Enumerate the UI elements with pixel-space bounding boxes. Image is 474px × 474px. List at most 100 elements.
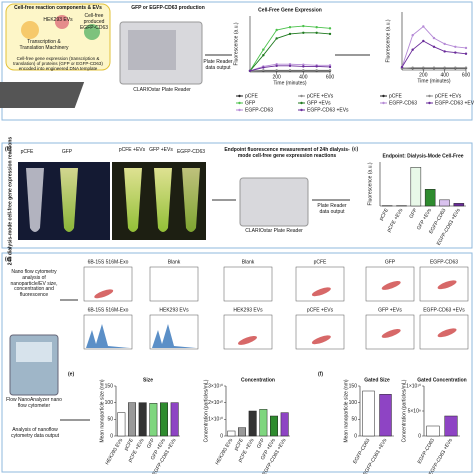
point [422, 66, 425, 69]
plot-title: pCFE [314, 259, 327, 265]
legend-label: pCFE [245, 93, 258, 99]
plot-frame [295, 266, 345, 302]
scatter-cloud [437, 328, 457, 338]
point [302, 24, 305, 28]
y-axis-label: Concentration (particles/mL) [401, 379, 407, 442]
point [248, 69, 252, 73]
x-tick-label: 600 [462, 72, 471, 78]
legend-label: EGFP-CD63 +EVs [435, 100, 474, 106]
y-tick-label: 50 [351, 417, 357, 423]
histogram-shape [152, 324, 196, 348]
panel-label: (e) [68, 371, 74, 377]
chart-title: Gated Size [364, 377, 390, 383]
text: Flow NanoAnalyzer nano flow cytometer [6, 397, 62, 409]
point [328, 65, 332, 69]
x-tick-label: pCFE [378, 207, 390, 222]
plate-reader-door [128, 30, 176, 70]
point [454, 45, 457, 48]
plot-title: GFP [385, 259, 396, 265]
point [288, 62, 292, 66]
point [262, 69, 265, 72]
chart-title: Size [143, 377, 153, 383]
y-tick-label: 5×10⁹ [408, 408, 421, 414]
plot-title: HEK293 EVs [159, 307, 189, 313]
bar [424, 189, 436, 207]
point [432, 36, 436, 40]
legend-marker [238, 108, 241, 112]
legend-marker [300, 108, 303, 112]
point [328, 27, 332, 30]
y-axis-label: Concentration (particles/mL) [203, 379, 209, 442]
point [464, 52, 468, 55]
legend-label: pCFE +EVs [435, 93, 462, 99]
bar [138, 402, 147, 437]
point [422, 39, 425, 43]
bar [453, 203, 465, 207]
x-axis-label: Time (minutes) [417, 78, 450, 84]
plot-title: Blank [168, 259, 181, 265]
text: Nano flow cytometry analysis of nanopart… [10, 269, 58, 298]
point [443, 50, 446, 53]
point [443, 42, 446, 46]
text: HEK293 EVs [43, 17, 73, 23]
legend-marker [238, 94, 241, 98]
plot-title: HEK293 EVs [233, 307, 263, 313]
point [288, 32, 292, 36]
chart-title: Concentration [241, 377, 275, 383]
legend-marker [382, 94, 385, 98]
text: Plate Reader data output [317, 203, 347, 215]
text: Plate Reader data output [203, 59, 233, 71]
bar [259, 409, 268, 437]
legend-label: EGFP-CD63 +EVs [307, 107, 349, 113]
x-tick-label: 200 [272, 74, 281, 80]
x-tick-label: 400 [440, 72, 449, 78]
point [432, 66, 436, 69]
y-axis-label: Mean nanoparticle size (nm) [99, 379, 105, 442]
point [302, 63, 305, 66]
y-tick-label: 0 [354, 433, 357, 439]
panel-frame [1, 252, 473, 473]
scatter-cloud [311, 287, 331, 297]
point [411, 48, 414, 51]
y-axis-label: Fluorescence (a.u.) [367, 162, 373, 205]
point [275, 64, 278, 68]
tube-label: GFP [61, 149, 73, 155]
point [288, 26, 292, 29]
panel-frame [1, 142, 473, 249]
plot-frame [83, 266, 133, 302]
bar [444, 415, 458, 437]
point [262, 54, 265, 57]
x-tick-label: 400 [299, 74, 308, 80]
chart-title: Cell-Free Gene Expression [258, 7, 322, 13]
x-tick-label: pCFE [123, 437, 135, 452]
plot-title: 6B-15S 516M-Exo [88, 259, 129, 265]
point [262, 66, 265, 69]
point [275, 28, 278, 32]
y-tick-label: 0 [220, 433, 223, 439]
bar [426, 425, 440, 437]
point [400, 65, 404, 69]
y-tick-label: 100 [105, 400, 114, 406]
chart-title: Endpoint: Dialysis-Mode Cell-Free [382, 153, 463, 159]
point [328, 64, 332, 67]
icon [55, 15, 69, 29]
tube [154, 168, 172, 232]
plot-frame [223, 266, 273, 302]
point [328, 32, 332, 36]
point [262, 48, 265, 51]
point [432, 45, 436, 48]
point [315, 26, 318, 29]
panel-label: (d) [5, 256, 12, 262]
tube [26, 168, 44, 232]
microplate [0, 82, 85, 108]
scatter-cloud [381, 281, 401, 290]
plot-title: EGFP-CD63 +EVs [423, 307, 465, 313]
bar [362, 390, 375, 437]
point [443, 66, 446, 69]
tube [182, 168, 200, 232]
legend-marker [300, 94, 303, 98]
tube [60, 168, 78, 232]
panel-label: (b) [5, 146, 12, 152]
icon [84, 24, 100, 40]
scatter-cloud [381, 329, 401, 338]
